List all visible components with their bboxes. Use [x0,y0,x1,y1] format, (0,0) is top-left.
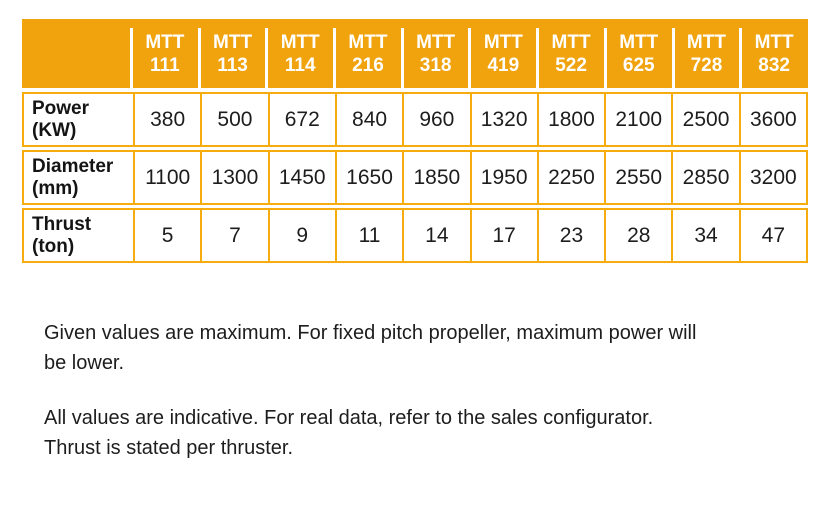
value-cell: 2100 [604,94,671,145]
column-header-mtt-114: MTT 114 [265,19,334,88]
model-prefix: MTT [348,31,388,53]
table-body: Power (KW) 380 500 672 840 960 1320 1800 2100 2500… [22,92,808,263]
model-number: 419 [487,54,520,76]
value-cell: 1100 [133,152,200,203]
value-cell: 2250 [536,152,604,203]
row-label-unit: (ton) [32,235,75,257]
column-header-mtt-216: MTT 216 [333,19,402,88]
table-row-power: Power (KW) 380 500 672 840 960 1320 1800 2100 2500… [22,92,808,147]
row-label-name: Power [32,97,90,119]
value-cell: 11 [334,210,402,261]
row-label-name: Thrust [32,213,92,235]
column-header-mtt-522: MTT 522 [536,19,605,88]
value-cell: 23 [536,210,604,261]
row-label-name: Diameter [32,155,114,177]
note-indicative-values: All values are indicative. For real data… [44,403,784,463]
value-cell: 7 [200,210,267,261]
model-prefix: MTT [280,31,320,53]
column-header-mtt-419: MTT 419 [468,19,537,88]
value-cell: 1800 [536,94,604,145]
model-number: 832 [758,54,790,76]
column-header-mtt-625: MTT 625 [603,19,673,88]
note-line: All values are indicative. For real data… [44,407,654,429]
model-number: 114 [284,54,316,76]
value-cell: 380 [133,94,200,145]
model-prefix: MTT [686,31,726,53]
value-cell: 3600 [738,94,806,145]
model-number: 625 [622,54,655,76]
column-header-mtt-832: MTT 832 [739,19,808,88]
model-prefix: MTT [416,31,456,53]
value-cell: 5 [133,210,200,261]
value-cell: 2550 [604,152,671,203]
row-label-unit: (KW) [32,119,77,141]
table-header-row: MTT 111 MTT 113 MTT 114 MTT 216 MTT 318 MTT 419 MTT 5… [22,19,808,88]
table-corner-cell [22,19,131,88]
row-label: Power (KW) [24,94,133,145]
column-header-mtt-318: MTT 318 [400,19,470,88]
model-number: 522 [555,54,587,76]
model-number: 111 [150,54,180,76]
row-label: Thrust (ton) [24,210,133,261]
value-cell: 2500 [671,94,738,145]
value-cell: 840 [334,94,402,145]
value-cell: 672 [267,94,335,145]
value-cell: 1320 [469,94,537,145]
value-cell: 47 [738,210,806,261]
value-cell: 1850 [402,152,469,203]
note-line: Given values are maximum. For fixed pitc… [44,322,697,344]
note-line: be lower. [44,352,125,374]
model-prefix: MTT [551,31,591,53]
value-cell: 2850 [671,152,738,203]
column-header-mtt-113: MTT 113 [197,19,267,88]
model-prefix: MTT [145,31,185,53]
column-header-mtt-111: MTT 111 [130,19,199,88]
value-cell: 1300 [200,152,267,203]
value-cell: 1650 [334,152,402,203]
model-number: 318 [419,54,452,76]
value-cell: 1950 [469,152,537,203]
row-label-unit: (mm) [32,177,79,199]
model-number: 728 [690,54,723,76]
thruster-spec-table: MTT 111 MTT 113 MTT 114 MTT 216 MTT 318 MTT 419 MTT 5… [22,19,808,263]
model-prefix: MTT [483,31,523,53]
note-maximum-values: Given values are maximum. For fixed pitc… [44,318,784,378]
model-prefix: MTT [619,31,659,53]
value-cell: 3200 [738,152,806,203]
model-number: 216 [352,54,384,76]
column-header-mtt-728: MTT 728 [671,19,741,88]
value-cell: 17 [469,210,537,261]
value-cell: 960 [402,94,469,145]
model-number: 113 [217,54,248,76]
value-cell: 34 [671,210,738,261]
model-prefix: MTT [213,31,253,53]
table-row-thrust: Thrust (ton) 5 7 9 11 14 17 23 28 34 47 [22,208,808,263]
note-line: Thrust is stated per thruster. [44,437,293,459]
value-cell: 1450 [267,152,335,203]
value-cell: 28 [604,210,671,261]
value-cell: 500 [200,94,267,145]
model-prefix: MTT [754,31,794,53]
row-label: Diameter (mm) [24,152,133,203]
value-cell: 9 [267,210,335,261]
table-row-diameter: Diameter (mm) 1100 1300 1450 1650 1850 1950 2250… [22,150,808,205]
value-cell: 14 [402,210,469,261]
